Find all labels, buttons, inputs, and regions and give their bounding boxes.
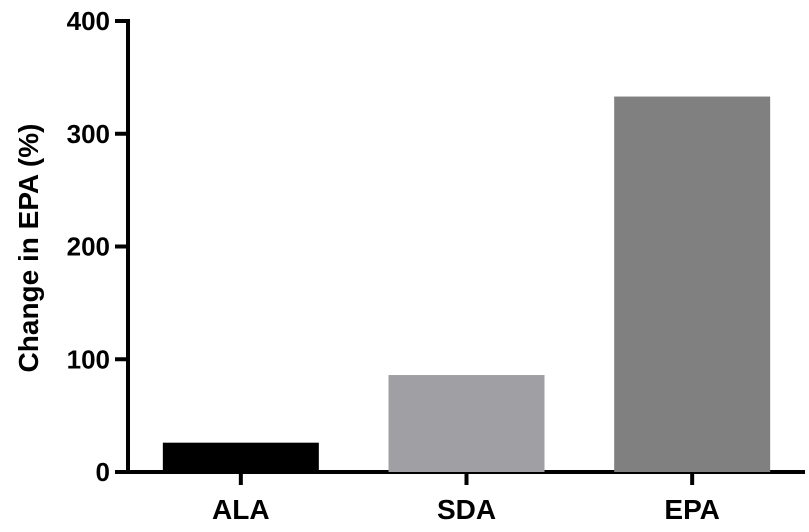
- y-tick-label: 0: [96, 457, 110, 487]
- labels: 0 100 200 300 400 ALA SDA EPA: [67, 6, 720, 525]
- bar-sda: [388, 375, 545, 472]
- y-axis-title: Change in EPA (%): [13, 124, 44, 373]
- y-tick-label: 400: [67, 6, 110, 36]
- x-tick-label: SDA: [437, 494, 496, 525]
- x-tick-label: ALA: [212, 494, 270, 525]
- y-tick-label: 100: [67, 344, 110, 374]
- y-tick-label: 300: [67, 119, 110, 149]
- y-tick-label: 200: [67, 232, 110, 262]
- bar-epa: [614, 96, 771, 472]
- bar-ala: [162, 442, 319, 472]
- x-tick-label: EPA: [664, 494, 720, 525]
- bars: [162, 96, 771, 472]
